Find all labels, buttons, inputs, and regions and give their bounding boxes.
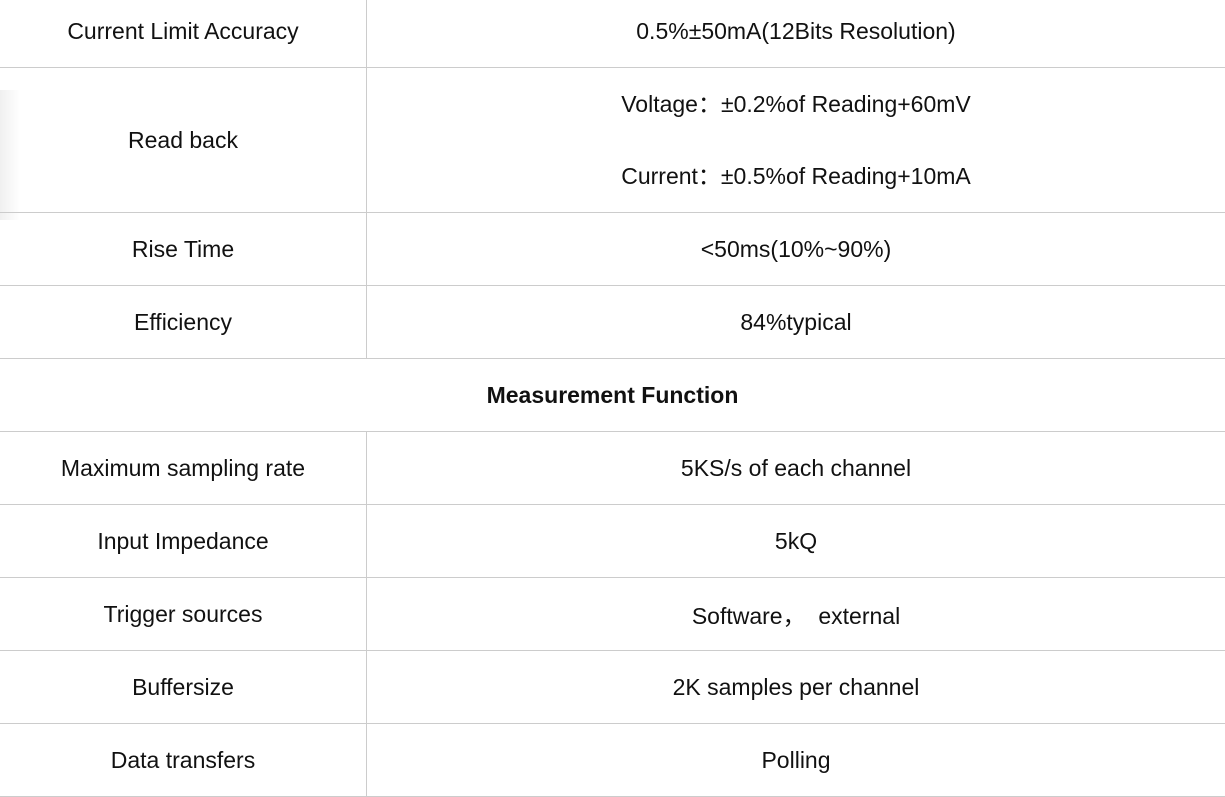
spec-value-line: Current：±0.5%of Reading+10mA <box>367 140 1225 212</box>
table-row: Read back Voltage：±0.2%of Reading+60mV C… <box>0 68 1225 213</box>
table-row: Efficiency 84%typical <box>0 286 1225 359</box>
spec-label: Read back <box>0 68 367 213</box>
spec-value: 5kQ <box>367 505 1225 578</box>
spec-value: Polling <box>367 724 1225 797</box>
section-row: Measurement Function <box>0 359 1225 432</box>
spec-label: Maximum sampling rate <box>0 432 367 505</box>
table-row: Trigger sources Software， external <box>0 578 1225 651</box>
spec-label: Trigger sources <box>0 578 367 651</box>
spec-value-line: Voltage：±0.2%of Reading+60mV <box>367 68 1225 140</box>
spec-label: Buffersize <box>0 651 367 724</box>
spec-value: <50ms(10%~90%) <box>367 213 1225 286</box>
table-row: Data transfers Polling <box>0 724 1225 797</box>
spec-value: Voltage：±0.2%of Reading+60mV Current：±0.… <box>367 68 1225 213</box>
spec-label: Input Impedance <box>0 505 367 578</box>
spec-value: Software， external <box>367 578 1225 651</box>
spec-value: 5KS/s of each channel <box>367 432 1225 505</box>
spec-label: Current Limit Accuracy <box>0 0 367 68</box>
spec-value: 2K samples per channel <box>367 651 1225 724</box>
spec-label: Data transfers <box>0 724 367 797</box>
section-title: Measurement Function <box>0 359 1225 432</box>
spec-value: 0.5%±50mA(12Bits Resolution) <box>367 0 1225 68</box>
table-row: Buffersize 2K samples per channel <box>0 651 1225 724</box>
table-row: Rise Time <50ms(10%~90%) <box>0 213 1225 286</box>
table-row: Maximum sampling rate 5KS/s of each chan… <box>0 432 1225 505</box>
table-row: Current Limit Accuracy 0.5%±50mA(12Bits … <box>0 0 1225 68</box>
spec-label: Rise Time <box>0 213 367 286</box>
spec-value: 84%typical <box>367 286 1225 359</box>
table-row: Input Impedance 5kQ <box>0 505 1225 578</box>
spec-label: Efficiency <box>0 286 367 359</box>
